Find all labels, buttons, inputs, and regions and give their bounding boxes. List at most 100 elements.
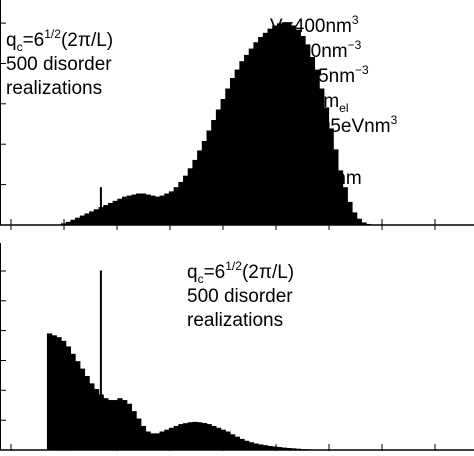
bottom-bar-46 xyxy=(215,427,222,450)
bottom-bar-10 xyxy=(46,333,53,450)
top-bar-20 xyxy=(93,209,100,225)
top-bar-36 xyxy=(168,191,175,225)
bottom-bar-54 xyxy=(253,443,259,450)
bottom-bar-52 xyxy=(244,440,250,450)
top-bar-35 xyxy=(164,193,170,225)
top-qc-label: qc=61/2(2π/L) xyxy=(6,27,113,54)
top-bar-60 xyxy=(281,22,287,225)
bottom-bar-51 xyxy=(239,438,245,450)
top-bar-33 xyxy=(154,196,161,225)
top-bar-14 xyxy=(65,221,71,225)
top-bar-74 xyxy=(347,201,353,225)
top-bar-30 xyxy=(140,193,147,225)
bottom-qc-label: qc=61/2(2π/L) xyxy=(187,259,294,286)
top-bar-22 xyxy=(103,205,109,225)
bottom-bar-41 xyxy=(192,421,198,450)
top-bar-39 xyxy=(183,175,189,225)
bottom-bar-35 xyxy=(164,429,170,450)
param-lattice-constant: a0=0.40nm xyxy=(270,168,362,192)
param-density-n: n=0.15nm−3 xyxy=(270,63,369,87)
bottom-bar-44 xyxy=(206,424,212,450)
top-bar-31 xyxy=(145,194,151,225)
top-bar-29 xyxy=(136,193,142,225)
top-bar-16 xyxy=(75,217,81,225)
top-bar-61 xyxy=(286,23,292,226)
top-bar-59 xyxy=(276,23,283,226)
top-bar-15 xyxy=(70,219,76,225)
top-bar-76 xyxy=(356,218,362,225)
top-realizations-line1: 500 disorder xyxy=(6,54,112,75)
top-bar-43 xyxy=(201,141,208,225)
bottom-bar-28 xyxy=(131,411,137,450)
bottom-bar-42 xyxy=(197,422,203,450)
bottom-bar-25 xyxy=(117,398,123,450)
bottom-bar-38 xyxy=(178,424,184,450)
bottom-bar-59 xyxy=(276,447,283,450)
bottom-bar-12 xyxy=(56,337,62,450)
bottom-bar-47 xyxy=(220,429,226,450)
top-y-ticks xyxy=(0,22,6,186)
bottom-bar-13 xyxy=(61,340,67,450)
top-histogram-bars xyxy=(61,22,372,226)
top-bar-37 xyxy=(173,187,179,225)
top-bar-48 xyxy=(225,88,231,225)
top-bar-19 xyxy=(89,211,95,225)
bottom-bar-56 xyxy=(262,445,269,450)
top-bar-55 xyxy=(258,37,264,225)
param-mass: m=0.5mel xyxy=(270,91,349,115)
bottom-bar-17 xyxy=(79,368,86,450)
top-bar-56 xyxy=(262,32,269,225)
top-x-ticks xyxy=(10,219,436,230)
top-bar-24 xyxy=(112,200,118,225)
bottom-bar-53 xyxy=(248,442,255,450)
top-realizations-line2: realizations xyxy=(6,78,102,99)
top-bar-25 xyxy=(117,198,123,225)
top-bar-63 xyxy=(295,29,301,226)
top-bar-73 xyxy=(342,187,348,225)
bottom-histogram-panel: qc=61/2(2π/L) 500 disorder realizations xyxy=(0,243,474,455)
bottom-y-ticks xyxy=(0,270,6,421)
bottom-bar-58 xyxy=(272,446,278,451)
bottom-bar-16 xyxy=(75,361,81,450)
top-bar-38 xyxy=(178,181,184,225)
top-bar-52 xyxy=(244,54,250,226)
bottom-bar-20 xyxy=(93,388,100,450)
top-bar-69 xyxy=(323,107,330,225)
top-bar-75 xyxy=(351,212,358,225)
top-bar-72 xyxy=(337,170,344,225)
bottom-histogram-bars xyxy=(46,333,316,451)
top-bar-26 xyxy=(122,196,128,225)
bottom-bar-34 xyxy=(159,431,165,450)
top-bar-45 xyxy=(211,120,217,225)
top-bar-27 xyxy=(126,195,132,225)
bottom-bar-19 xyxy=(89,383,95,450)
top-bar-68 xyxy=(319,88,325,225)
bottom-bar-48 xyxy=(225,431,231,450)
bottom-bar-31 xyxy=(145,431,151,450)
param-volume: V=400nm3 xyxy=(270,13,359,37)
top-bar-64 xyxy=(300,36,306,225)
top-bar-46 xyxy=(215,109,222,225)
top-bar-42 xyxy=(197,150,203,225)
top-bar-57 xyxy=(267,28,273,226)
top-bar-32 xyxy=(150,195,156,225)
bottom-bar-11 xyxy=(51,335,57,450)
top-bar-49 xyxy=(229,78,236,225)
bottom-bar-14 xyxy=(65,346,71,450)
top-bar-51 xyxy=(239,61,245,226)
top-bar-18 xyxy=(84,213,90,225)
top-bar-40 xyxy=(187,168,194,225)
top-bar-77 xyxy=(361,222,367,225)
bottom-bar-40 xyxy=(187,422,194,450)
bottom-bar-15 xyxy=(70,353,76,450)
top-bar-67 xyxy=(314,69,320,225)
bottom-bar-39 xyxy=(183,423,189,450)
bottom-bar-33 xyxy=(154,433,161,450)
bottom-bar-50 xyxy=(234,436,240,450)
top-bar-53 xyxy=(248,48,255,225)
bottom-bar-22 xyxy=(103,398,109,450)
bottom-realizations-line2: realizations xyxy=(187,310,283,331)
bottom-bar-30 xyxy=(140,425,147,450)
bottom-bar-27 xyxy=(126,403,132,450)
